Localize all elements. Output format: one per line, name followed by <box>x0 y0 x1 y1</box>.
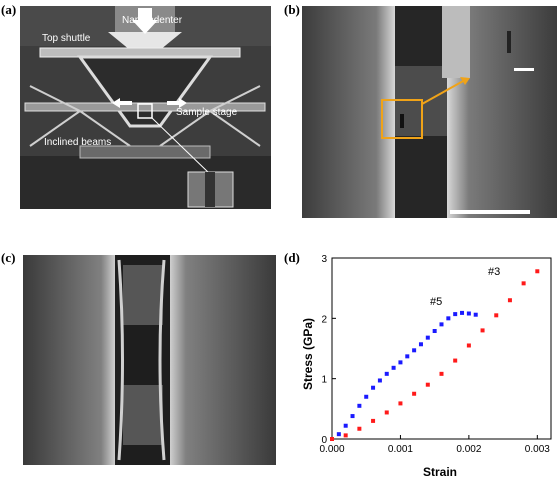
data-point-s3 <box>425 382 430 387</box>
chart-marks <box>330 269 540 441</box>
specimen-drawing <box>23 255 276 465</box>
x-tick-label: 0.000 <box>319 444 344 455</box>
sem-image-specimen <box>23 255 276 465</box>
data-point-s5 <box>466 311 471 316</box>
data-point-s5 <box>377 378 382 383</box>
data-point-s5 <box>425 335 430 340</box>
data-point-s5 <box>343 423 348 428</box>
plot-frame <box>331 257 552 440</box>
sem-image-device: Nanoindenter Top shuttle Sample stage In… <box>20 6 271 209</box>
data-point-s5 <box>446 316 451 321</box>
series-label-3: #3 <box>488 266 500 278</box>
data-point-s3 <box>357 426 362 431</box>
series-label-5: #5 <box>430 296 442 308</box>
data-point-s5 <box>432 329 437 334</box>
y-tick-label: 3 <box>321 254 327 265</box>
data-point-s3 <box>494 313 499 318</box>
data-point-s3 <box>535 269 540 274</box>
data-point-s3 <box>453 358 458 363</box>
nanoindenter-label: Nanoindenter <box>122 15 183 26</box>
x-tick-label: 0.001 <box>388 444 413 455</box>
data-point-s5 <box>364 394 369 399</box>
data-point-s5 <box>405 354 410 359</box>
data-point-s3 <box>343 433 348 438</box>
data-point-s5 <box>391 365 396 370</box>
data-point-s3 <box>384 410 389 415</box>
x-axis-label: Strain <box>423 465 457 479</box>
inclined-beams-label: Inclined beams <box>44 137 112 148</box>
data-point-s3 <box>521 281 526 286</box>
panel-label-d: (d) <box>284 250 300 265</box>
y-tick-label: 1 <box>321 375 327 386</box>
x-tick-label: 0.003 <box>525 444 550 455</box>
data-point-s5 <box>384 371 389 376</box>
data-point-s3 <box>330 437 334 441</box>
x-tick-label: 0.002 <box>456 444 481 455</box>
sample-stage-label: Sample stage <box>176 107 238 118</box>
data-point-s5 <box>439 322 444 327</box>
data-point-s5 <box>371 385 376 390</box>
data-point-s5 <box>336 432 341 437</box>
y-tick-label: 0 <box>321 435 327 446</box>
stress-strain-chart: 0.000 0.001 0.002 0.003 0 1 2 3 Strain Stress (… <box>301 254 552 479</box>
data-point-s5 <box>398 360 403 365</box>
panel-label-c: (c) <box>1 250 16 265</box>
data-point-s3 <box>398 401 403 406</box>
y-tick-label: 2 <box>321 314 327 325</box>
data-point-s5 <box>460 310 465 315</box>
data-point-s5 <box>473 312 478 317</box>
gap-drawing <box>302 6 557 218</box>
data-point-s5 <box>418 342 423 347</box>
device-structure-drawing <box>20 6 271 209</box>
data-point-s5 <box>350 414 355 419</box>
data-point-s3 <box>507 298 512 303</box>
data-point-s3 <box>466 343 471 348</box>
data-point-s3 <box>480 328 485 333</box>
data-point-s3 <box>371 418 376 423</box>
chart-axes: 0.000 0.001 0.002 0.003 0 1 2 3 <box>319 254 552 455</box>
data-point-s3 <box>412 391 417 396</box>
data-point-s5 <box>357 403 362 408</box>
data-point-s5 <box>412 348 417 353</box>
sem-image-gap <box>302 6 557 218</box>
panel-label-a: (a) <box>1 2 17 17</box>
panel-label-b: (b) <box>284 2 300 17</box>
y-axis-label: Stress (GPa) <box>301 318 315 390</box>
data-point-s3 <box>439 371 444 376</box>
top-shuttle-label: Top shuttle <box>42 33 91 44</box>
data-point-s5 <box>453 312 458 317</box>
